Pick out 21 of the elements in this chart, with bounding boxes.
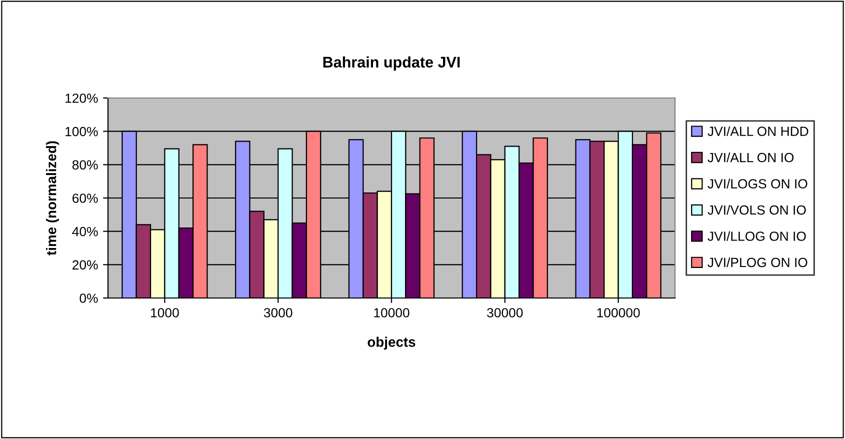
y-tick-label: 0% [80,294,98,303]
x-tick-label: 30000 [487,308,523,318]
y-tick-label: 80% [72,160,98,170]
x-tick-label: 1000 [151,308,179,318]
legend-label: JVI/VOLS ON IO [708,204,806,215]
y-tick-label: 100% [66,126,98,136]
y-tick-label: 60% [72,194,98,203]
legend-label: JVI/ALL ON HDD [708,126,808,136]
legend-label: JVI/PLOG ON IO [708,257,808,268]
legend-label: JVI/LLOG ON IO [708,231,806,241]
chart-title: Bahrain update JVI [323,56,460,71]
y-tick-label: 120% [66,94,98,103]
y-tick-label: 40% [72,226,98,236]
x-axis-title: objects [368,336,416,350]
x-tick-label: 10000 [374,308,410,318]
legend-label: JVI/ALL ON IO [708,152,794,162]
x-tick-label: 3000 [264,308,292,318]
x-tick-label: 100000 [597,308,640,318]
legend-label: JVI/LOGS ON IO [708,178,808,188]
y-axis-title: time (normalized) [46,141,59,256]
y-tick-label: 20% [72,260,98,270]
